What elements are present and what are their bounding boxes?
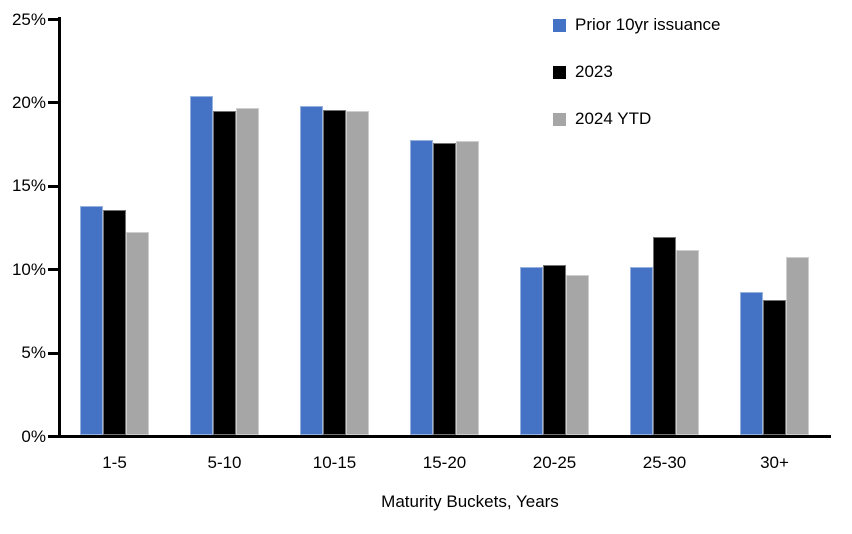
x-axis-title: Maturity Buckets, Years xyxy=(381,492,559,511)
legend-swatch-2024-ytd xyxy=(553,112,566,126)
bar-2024-ytd-10-15 xyxy=(346,111,369,435)
bar-2023-5-10 xyxy=(213,111,236,435)
bar-2023-25-30 xyxy=(653,236,676,435)
y-axis-tick xyxy=(48,435,58,438)
y-tick-label: 0% xyxy=(21,426,46,446)
bar-prior-10yr-issuance-30+ xyxy=(740,291,763,435)
y-axis-line xyxy=(58,17,61,438)
y-axis-tick xyxy=(48,351,58,355)
legend-label-prior-10yr: Prior 10yr issuance xyxy=(575,15,721,34)
y-axis-tick xyxy=(48,184,58,188)
x-tick-label-25-30: 25-30 xyxy=(642,453,687,472)
x-tick-label-15-20: 15-20 xyxy=(422,453,467,472)
legend-label-2024-ytd: 2024 YTD xyxy=(575,109,652,128)
legend-swatch-2023 xyxy=(553,65,566,79)
bar-2024-ytd-25-30 xyxy=(676,249,699,435)
bar-2023-1-5 xyxy=(103,209,126,435)
legend-item-prior-10yr: Prior 10yr issuance xyxy=(553,12,721,38)
y-tick-label: 25% xyxy=(11,9,46,29)
y-tick-label: 5% xyxy=(21,343,46,363)
x-axis-line xyxy=(58,435,831,438)
y-axis-tick xyxy=(48,101,58,105)
bar-prior-10yr-issuance-20-25 xyxy=(520,266,543,435)
x-tick-label-10-15: 10-15 xyxy=(312,453,357,472)
bar-prior-10yr-issuance-1-5 xyxy=(80,206,103,435)
y-axis-tick xyxy=(48,268,58,272)
bar-prior-10yr-issuance-15-20 xyxy=(410,139,433,435)
y-axis-tick xyxy=(48,18,58,21)
y-tick-label: 10% xyxy=(11,259,46,279)
bar-2023-20-25 xyxy=(543,264,566,435)
bar-2024-ytd-30+ xyxy=(786,256,809,435)
bar-2023-10-15 xyxy=(323,109,346,435)
bar-2024-ytd-5-10 xyxy=(236,108,259,435)
bar-2024-ytd-1-5 xyxy=(126,231,149,435)
legend-item-2023: 2023 xyxy=(553,59,721,85)
bar-prior-10yr-issuance-10-15 xyxy=(300,106,323,435)
legend-item-2024-ytd: 2024 YTD xyxy=(553,106,721,132)
bar-2023-30+ xyxy=(763,299,786,435)
bar-prior-10yr-issuance-25-30 xyxy=(630,266,653,435)
x-tick-label-30+: 30+ xyxy=(760,453,789,472)
x-tick-label-1-5: 1-5 xyxy=(102,453,127,472)
bar-2024-ytd-20-25 xyxy=(566,274,589,435)
bar-prior-10yr-issuance-5-10 xyxy=(190,96,213,435)
x-tick-label-20-25: 20-25 xyxy=(532,453,577,472)
y-tick-label: 15% xyxy=(11,176,46,196)
x-tick-label-5-10: 5-10 xyxy=(207,453,242,472)
legend-swatch-prior-10yr xyxy=(553,18,566,32)
bar-2023-15-20 xyxy=(433,143,456,435)
y-tick-label: 20% xyxy=(11,92,46,112)
bar-2024-ytd-15-20 xyxy=(456,141,479,435)
legend-label-2023: 2023 xyxy=(575,62,613,81)
chart-legend: Prior 10yr issuance 2023 2024 YTD xyxy=(553,12,721,153)
